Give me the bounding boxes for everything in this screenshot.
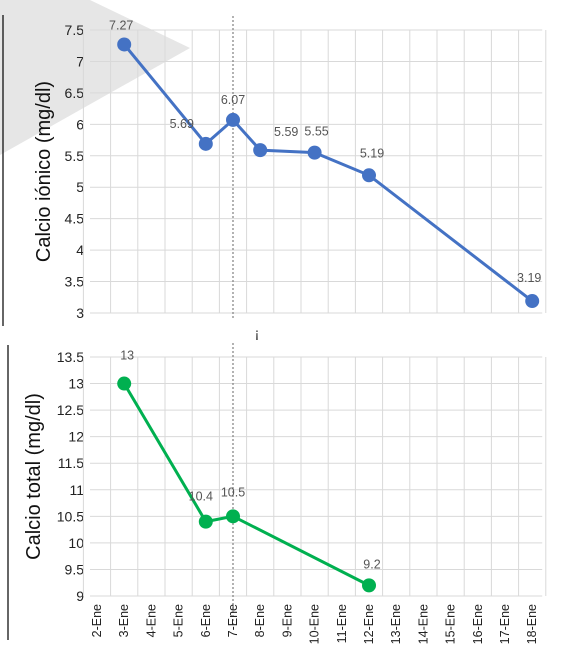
total-y-tick-label: 11.5 xyxy=(58,455,84,471)
gap-glyph: ¡ xyxy=(255,325,260,341)
x-tick-label: 6-Ene xyxy=(199,604,213,637)
x-tick-label: 18-Ene xyxy=(525,604,539,644)
ionic-data-point xyxy=(307,145,322,160)
ionic-y-tick-label: 4.5 xyxy=(65,211,85,227)
total-data-point xyxy=(362,578,376,593)
total-y-tick-label: 10 xyxy=(68,535,84,551)
x-tick-label: 2-Ene xyxy=(90,604,104,637)
x-tick-label: 10-Ene xyxy=(308,604,322,644)
total-y-axis-label: Calcio total (mg/dl) xyxy=(23,393,45,560)
ionic-data-label: 5.69 xyxy=(170,117,194,131)
x-tick-label: 8-Ene xyxy=(253,604,267,637)
ionic-y-tick-label: 6.5 xyxy=(65,85,85,101)
x-tick-label: 11-Ene xyxy=(335,604,349,643)
total-y-tick-label: 9 xyxy=(76,588,84,604)
ionic-y-axis-label: Calcio iónico (mg/dl) xyxy=(33,81,55,262)
ionic-data-point xyxy=(362,168,376,183)
total-series-line xyxy=(122,382,370,587)
ionic-data-label: 3.19 xyxy=(517,271,541,285)
ionic-y-tick-label: 3.5 xyxy=(65,274,85,290)
x-tick-label: 3-Ene xyxy=(117,604,131,637)
ionic-data-label: 5.55 xyxy=(304,125,328,139)
x-tick-label: 17-Ene xyxy=(498,604,512,644)
ionic-y-tick-label: 4 xyxy=(76,242,84,258)
x-tick-label: 7-Ene xyxy=(226,604,240,637)
ionic-data-label: 6.07 xyxy=(221,93,245,107)
ionic-y-tick-label: 5.5 xyxy=(65,148,85,164)
total-y-tick-label: 13 xyxy=(68,376,84,392)
x-tick-label: 9-Ene xyxy=(280,604,294,637)
total-y-tick-label: 12 xyxy=(68,429,84,445)
total-y-tick-label: 12.5 xyxy=(57,402,84,418)
ionic-y-tick-label: 5 xyxy=(76,179,84,195)
total-y-tick-label: 9.5 xyxy=(65,561,85,577)
total-data-point xyxy=(226,509,240,524)
x-tick-label: 4-Ene xyxy=(144,604,158,637)
x-tick-label: 12-Ene xyxy=(362,604,376,644)
ionic-data-label: 5.59 xyxy=(274,125,298,139)
total-data-point xyxy=(198,514,213,529)
ionic-data-point xyxy=(525,294,540,309)
watermark-shape xyxy=(0,0,190,155)
ionic-data-point xyxy=(198,136,213,151)
total-calcium-chart: 9 9.5 10 10.5 11 11.5 12 12.5 13 13.5 Calcio total… xyxy=(7,343,547,644)
total-y-tick-label: 10.5 xyxy=(57,508,84,524)
ionic-y-tick-label: 7.5 xyxy=(65,22,85,38)
ionic-y-tick-label: 7 xyxy=(76,53,84,69)
ionic-data-point xyxy=(226,112,240,127)
ionic-data-label: 7.27 xyxy=(109,18,133,32)
total-data-label: 10.4 xyxy=(189,490,213,504)
total-y-tick-label: 13.5 xyxy=(57,349,84,365)
total-data-point xyxy=(117,376,132,391)
x-tick-label: 15-Ene xyxy=(444,604,458,644)
total-data-label: 13 xyxy=(120,349,134,363)
ionic-data-point xyxy=(117,37,132,52)
ionic-data-point xyxy=(253,143,268,158)
total-data-label: 10.5 xyxy=(221,485,245,499)
x-tick-label: 16-Ene xyxy=(471,604,485,644)
total-data-label: 9.2 xyxy=(363,557,380,571)
ionic-y-tick-label: 3 xyxy=(76,305,84,321)
total-y-tick-label: 11 xyxy=(69,482,84,498)
x-tick-label: 14-Ene xyxy=(416,604,430,644)
x-tick-label: 5-Ene xyxy=(172,604,186,637)
ionic-calcium-chart: 3 3.5 4 4.5 5 5.5 6 6.5 7 7.5 Calcio iónico (mg/dl… xyxy=(2,15,547,326)
x-tick-label: 13-Ene xyxy=(389,604,403,644)
ionic-data-label: 5.19 xyxy=(360,146,384,160)
ionic-y-tick-label: 6 xyxy=(76,116,84,132)
